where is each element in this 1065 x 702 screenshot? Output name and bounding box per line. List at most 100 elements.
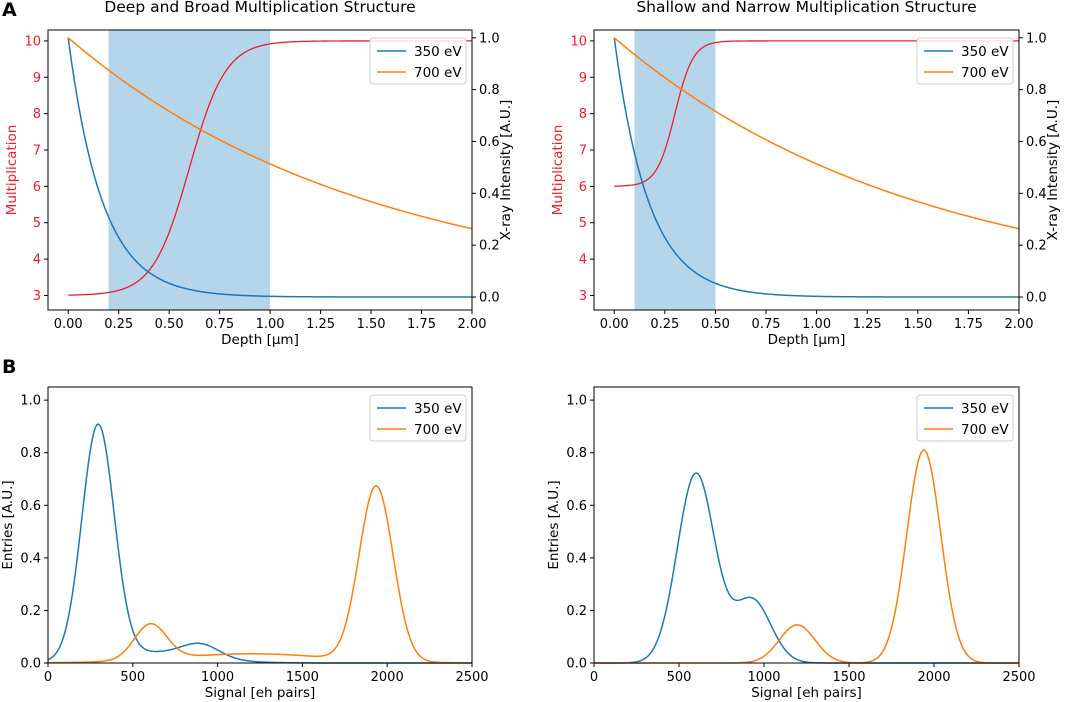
y-left-tick-label: 10 (24, 34, 41, 49)
plot-frame (593, 386, 1020, 664)
x-tick-label: 1500 (832, 670, 865, 685)
y-left-axis-label: Multiplication (4, 125, 20, 216)
depth-chart-0: Deep and Broad Multiplication Structure 0… (4, 0, 514, 348)
y-left-tick-label: 5 (33, 216, 41, 231)
series-line-350ev (47, 423, 472, 664)
x-tick-label: 0.25 (104, 317, 133, 332)
legend-label: 350 eV (961, 44, 1009, 60)
multiplication-region-band (634, 30, 716, 310)
y-right-tick-label: 0.4 (479, 187, 500, 202)
y-right-tick-label: 1.0 (479, 31, 500, 46)
x-axis-label: Depth [μm] (768, 332, 846, 348)
series-line-700ev (47, 485, 473, 664)
y-tick-label: 1.0 (566, 394, 587, 409)
chart-title: Deep and Broad Multiplication Structure (104, 0, 415, 16)
series-line-700ev (67, 37, 473, 230)
panel-label-a: A (2, 0, 17, 21)
x-tick-label: 2000 (917, 670, 950, 685)
legend-label: 350 eV (961, 401, 1009, 417)
x-tick-label: 0.75 (752, 317, 781, 332)
y-left-tick-label: 7 (33, 144, 41, 159)
y-tick-label: 0.6 (566, 499, 587, 514)
series-line-350ev (613, 37, 1020, 298)
y-tick-label: 0.8 (20, 446, 41, 461)
y-left-tick-label: 8 (579, 107, 587, 122)
legend-label: 700 eV (961, 65, 1009, 81)
x-tick-label: 0.00 (600, 317, 629, 332)
y-left-tick-label: 8 (33, 107, 41, 122)
y-left-tick-label: 7 (579, 144, 587, 159)
x-tick-label: 2500 (455, 670, 488, 685)
y-left-tick-label: 9 (33, 71, 41, 86)
x-tick-label: 2.00 (1005, 317, 1034, 332)
x-tick-label: 500 (667, 670, 692, 685)
x-axis-label: Depth [μm] (221, 332, 299, 348)
x-axis-label: Signal [eh pairs] (205, 685, 316, 701)
panel-label-b: B (2, 356, 16, 378)
y-right-tick-label: 0.0 (1026, 291, 1047, 306)
x-tick-label: 0.75 (205, 317, 234, 332)
y-tick-label: 0.0 (566, 657, 587, 672)
x-tick-label: 500 (120, 670, 145, 685)
x-axis-label: Signal [eh pairs] (751, 685, 862, 701)
y-right-axis-label: X-ray Intensity [A.U.] (1045, 100, 1061, 241)
y-left-tick-label: 10 (570, 34, 587, 49)
x-tick-label: 1.50 (357, 317, 386, 332)
series-line-700ev (613, 37, 1020, 230)
y-axis-label: Entries [A.U.] (0, 480, 16, 569)
y-left-axis-label: Multiplication (550, 125, 566, 216)
legend-label: 700 eV (961, 422, 1009, 438)
y-left-tick-label: 6 (579, 180, 587, 195)
y-tick-label: 0.2 (20, 604, 41, 619)
spectrum-chart-2: 0 500 1000 1500 2000 2500 0.0 0.2 0.4 0.6 0.8 1.0 Si… (0, 386, 489, 701)
legend-label: 700 eV (414, 422, 462, 438)
series-line-700ev (594, 449, 1019, 664)
y-right-tick-label: 0.8 (1026, 83, 1047, 98)
y-left-tick-label: 9 (579, 71, 587, 86)
y-left-tick-label: 6 (33, 180, 41, 195)
y-left-tick-label: 5 (579, 216, 587, 231)
y-axis-label: Entries [A.U.] (546, 480, 562, 569)
chart-title: Shallow and Narrow Multiplication Struct… (636, 0, 976, 16)
x-tick-label: 1.50 (903, 317, 932, 332)
y-left-tick-label: 4 (33, 253, 41, 268)
y-right-tick-label: 0.2 (1026, 239, 1047, 254)
plot-frame (593, 29, 1020, 311)
y-tick-label: 0.0 (20, 657, 41, 672)
y-tick-label: 0.4 (20, 551, 41, 566)
y-tick-label: 0.4 (566, 551, 587, 566)
x-tick-label: 2000 (371, 670, 404, 685)
plot-frame (47, 386, 473, 664)
x-tick-label: 0.25 (650, 317, 679, 332)
x-tick-label: 0.50 (701, 317, 730, 332)
plot-frame (47, 29, 473, 311)
x-tick-label: 1000 (201, 670, 234, 685)
depth-chart-1: Shallow and Narrow Multiplication Struct… (550, 0, 1061, 348)
legend-label: 350 eV (414, 44, 462, 60)
series-line-350ev (67, 37, 473, 298)
y-tick-label: 0.8 (566, 446, 587, 461)
x-tick-label: 1000 (747, 670, 780, 685)
x-tick-label: 0 (590, 670, 598, 685)
series-line-350ev (594, 472, 1019, 664)
y-right-tick-label: 0.6 (1026, 135, 1047, 150)
y-left-tick-label: 3 (579, 289, 587, 304)
x-tick-label: 1.00 (256, 317, 285, 332)
x-tick-label: 0 (44, 670, 52, 685)
x-tick-label: 2500 (1002, 670, 1035, 685)
x-tick-label: 1.75 (407, 317, 436, 332)
x-tick-label: 0.00 (54, 317, 83, 332)
y-right-tick-label: 0.2 (479, 239, 500, 254)
y-right-tick-label: 0.4 (1026, 187, 1047, 202)
y-left-tick-label: 3 (33, 289, 41, 304)
x-tick-label: 1500 (286, 670, 319, 685)
y-tick-label: 1.0 (20, 394, 41, 409)
x-tick-label: 1.25 (306, 317, 335, 332)
x-tick-label: 1.25 (853, 317, 882, 332)
y-right-tick-label: 0.6 (479, 135, 500, 150)
y-right-tick-label: 0.8 (479, 83, 500, 98)
y-right-axis-label: X-ray Intensity [A.U.] (498, 100, 514, 241)
spectrum-chart-3: 0 500 1000 1500 2000 2500 0.0 0.2 0.4 0.6 0.8 1.0 Si… (546, 386, 1036, 701)
legend-label: 700 eV (414, 65, 462, 81)
